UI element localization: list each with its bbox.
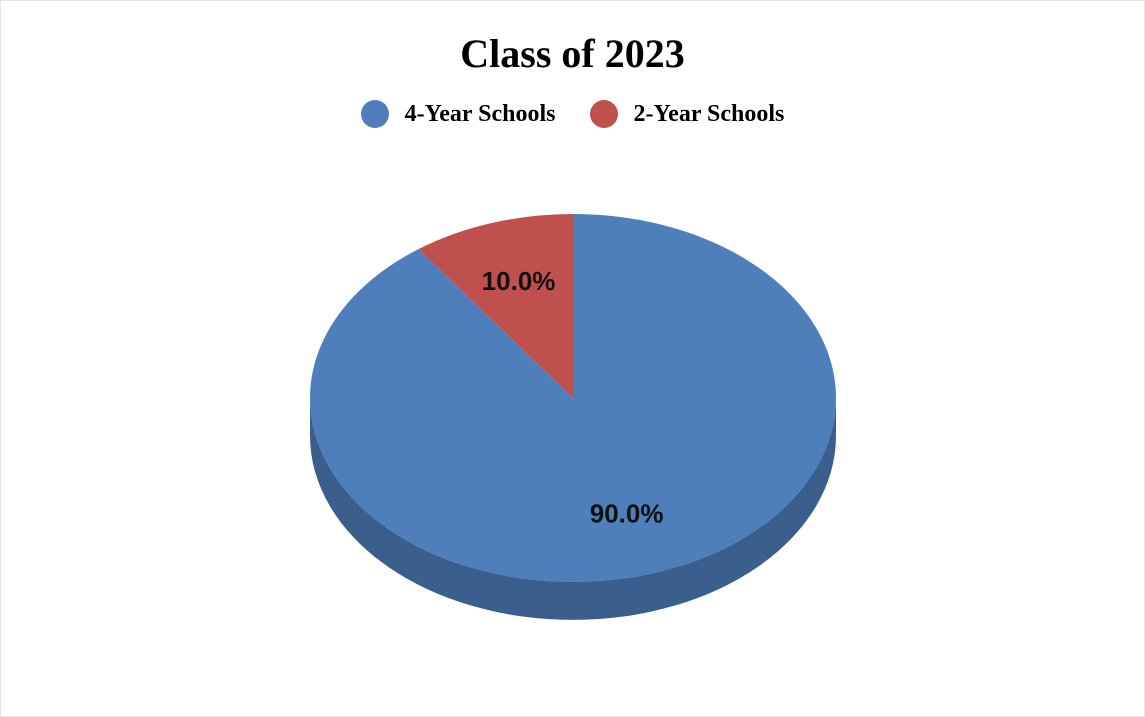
legend-swatch-2-year [589, 100, 618, 128]
chart-legend: 4-Year Schools 2-Year Schools [0, 100, 1145, 128]
legend-label-4-year: 4-Year Schools [404, 100, 556, 127]
chart-title: Class of 2023 [460, 31, 685, 76]
legend-item-2-year[interactable]: 2-Year Schools [589, 100, 785, 128]
data-label-2-year: 10.0% [482, 266, 556, 296]
data-label-4-year: 90.0% [590, 498, 664, 528]
legend-swatch-4-year [360, 100, 389, 128]
pie-side-0 [310, 398, 836, 620]
pie-slice-4-year[interactable] [309, 214, 836, 582]
pie-slice-2-year[interactable] [418, 214, 573, 398]
legend-item-4-year[interactable]: 4-Year Schools [360, 100, 556, 128]
legend-label-2-year: 2-Year Schools [633, 100, 785, 127]
